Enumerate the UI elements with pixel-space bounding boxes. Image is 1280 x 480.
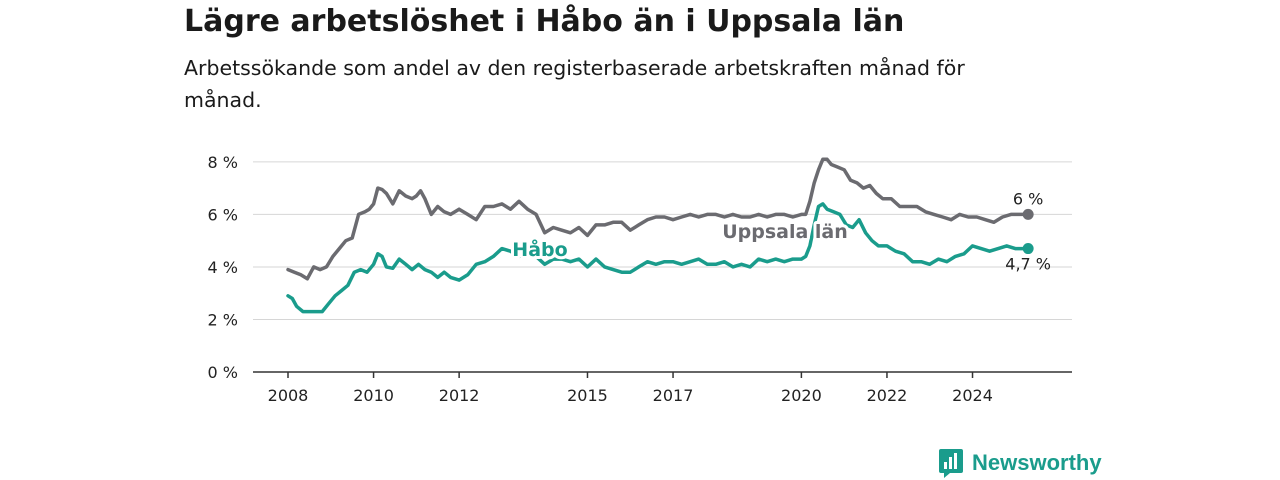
x-tick-label: 2012	[439, 386, 480, 405]
y-tick-label: 6 %	[208, 205, 238, 224]
label-layer: 0 % 2 % 4 % 6 % 8 % 2008 2010 2012 2015 2017 2020 2…	[208, 153, 1051, 405]
x-tick-label: 2020	[781, 386, 822, 405]
series-name-label-0: Uppsala län	[722, 221, 848, 243]
x-tick-label: 2008	[268, 386, 309, 405]
x-tick-label: 2010	[353, 386, 394, 405]
y-tick-label: 2 %	[208, 310, 238, 329]
chart-subtitle: Arbetssökande som andel av den registerb…	[184, 56, 965, 112]
chart-title: Lägre arbetslöshet i Håbo än i Uppsala l…	[184, 4, 905, 39]
y-tick-label: 8 %	[208, 153, 238, 172]
x-tick-label: 2022	[867, 386, 908, 405]
series-line-1	[286, 202, 1030, 314]
brand-name: Newsworthy	[972, 450, 1102, 475]
brand-logo: Newsworthy	[938, 448, 1102, 478]
y-tick-label: 4 %	[208, 258, 238, 277]
series-layer	[286, 157, 1034, 314]
series-end-label-0: 6 %	[1013, 189, 1043, 208]
series-line-0	[286, 157, 1030, 281]
x-tick-label: 2024	[952, 386, 993, 405]
series-name-halo-0: Uppsala län	[722, 221, 848, 243]
x-tick-label: 2015	[567, 386, 608, 405]
series-end-label-1: 4,7 %	[1005, 255, 1051, 274]
x-tick-label: 2017	[653, 386, 694, 405]
series-end-point-0	[1022, 208, 1034, 220]
y-tick-label: 0 %	[208, 363, 238, 382]
series-end-point-1	[1022, 243, 1034, 255]
series-name-halo-1: Håbo	[512, 237, 567, 261]
bar-chart-icon	[939, 449, 963, 478]
series-name-label-1: Håbo	[512, 237, 567, 261]
